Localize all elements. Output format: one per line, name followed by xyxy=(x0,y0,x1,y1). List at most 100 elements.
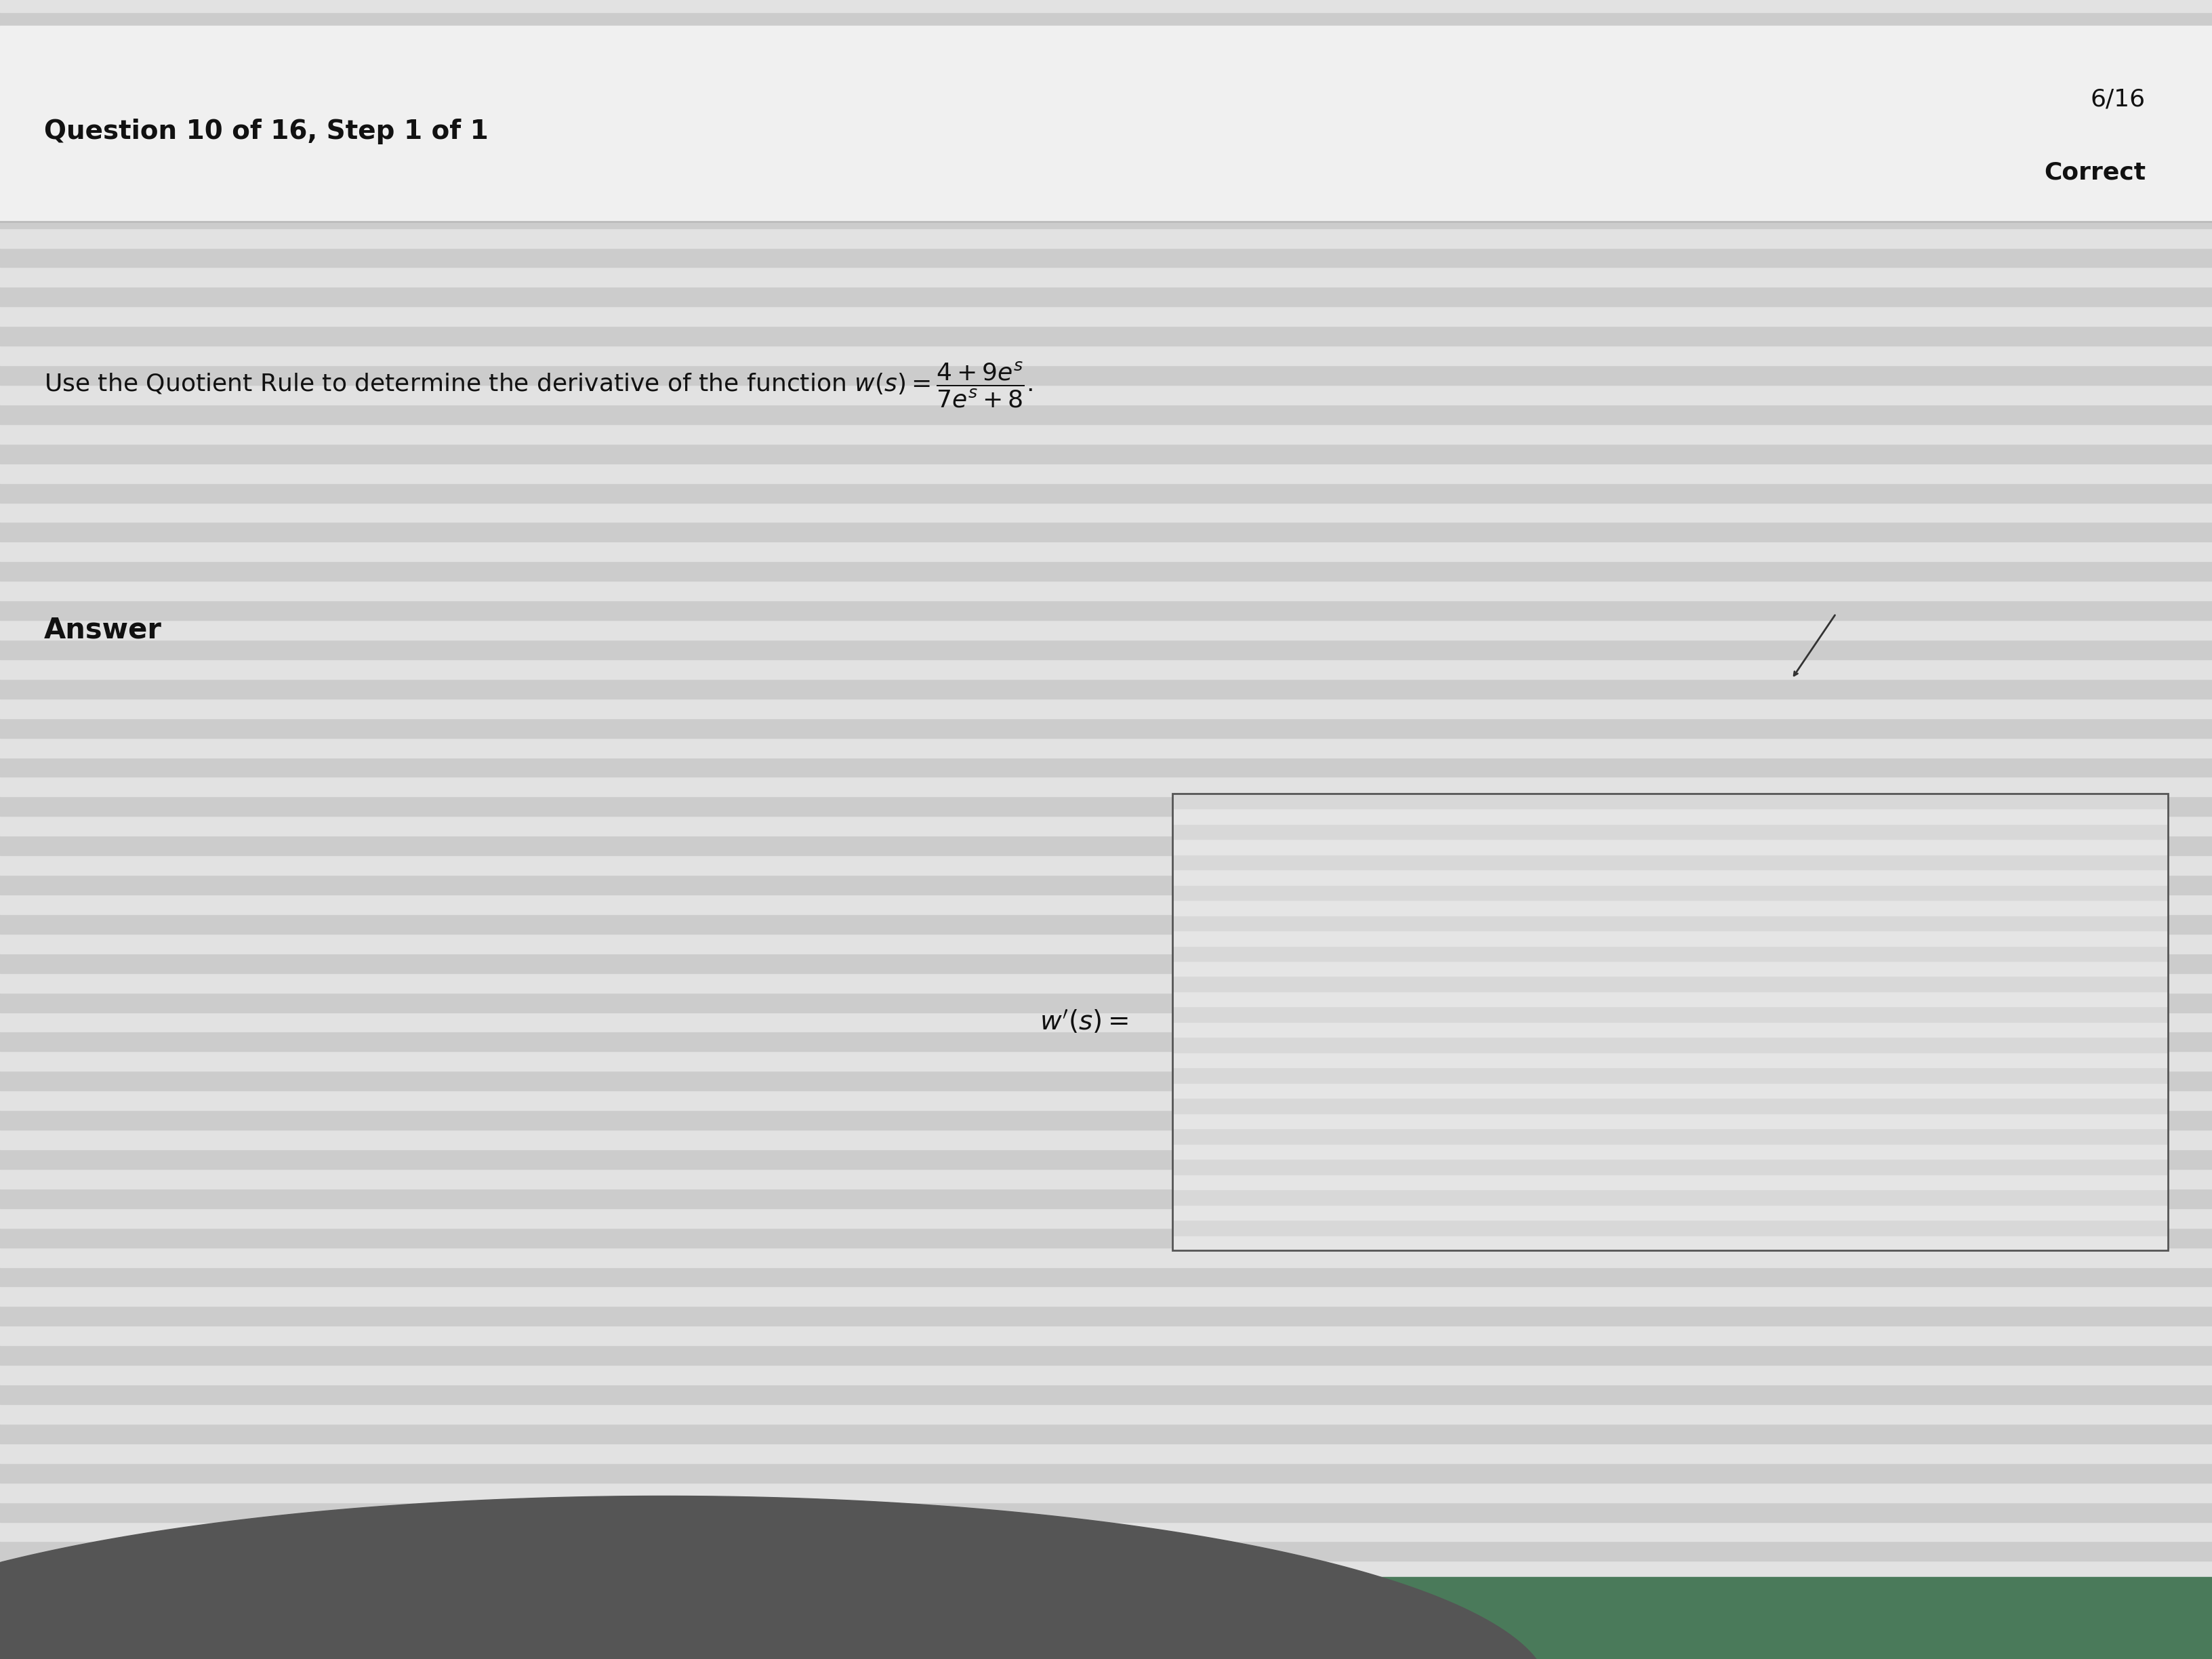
Bar xyxy=(0,1012,2212,1032)
Bar xyxy=(1172,1204,2168,1219)
Bar xyxy=(0,425,2212,443)
Bar xyxy=(0,287,2212,307)
Bar xyxy=(0,954,2212,972)
Bar xyxy=(0,1248,2212,1267)
Bar xyxy=(0,776,2212,796)
Bar xyxy=(0,542,2212,561)
Text: Answer: Answer xyxy=(44,615,161,644)
Bar xyxy=(0,1581,2212,1601)
Bar xyxy=(0,972,2212,992)
Bar xyxy=(0,503,2212,523)
Bar xyxy=(1172,1219,2168,1236)
Bar xyxy=(0,679,2212,698)
Bar xyxy=(0,620,2212,640)
Bar xyxy=(0,894,2212,914)
Bar xyxy=(1172,1052,2168,1068)
Bar xyxy=(1172,1098,2168,1113)
Bar xyxy=(0,443,2212,463)
Text: $w'(s) =$: $w'(s) =$ xyxy=(1040,1009,1128,1035)
Bar xyxy=(0,1639,2212,1659)
Bar xyxy=(1172,931,2168,946)
Bar xyxy=(0,659,2212,679)
Bar xyxy=(0,1541,2212,1561)
Bar xyxy=(0,307,2212,327)
Bar xyxy=(1172,1175,2168,1190)
Bar xyxy=(0,1052,2212,1072)
Bar xyxy=(1172,1113,2168,1128)
Bar xyxy=(0,836,2212,856)
Bar xyxy=(1172,916,2168,931)
Bar xyxy=(0,1463,2212,1483)
Bar xyxy=(0,1404,2212,1423)
Bar xyxy=(0,914,2212,934)
Bar xyxy=(0,1619,2212,1639)
Bar xyxy=(0,523,2212,542)
Bar xyxy=(1172,1145,2168,1160)
Bar xyxy=(0,227,2212,247)
Bar xyxy=(1172,1022,2168,1037)
Bar xyxy=(0,149,2212,169)
Bar xyxy=(1172,808,2168,825)
Bar xyxy=(1172,854,2168,869)
Bar xyxy=(1172,884,2168,899)
Bar xyxy=(0,718,2212,738)
Bar xyxy=(0,640,2212,659)
Bar xyxy=(0,1287,2212,1306)
Bar xyxy=(0,1150,2212,1170)
Text: Question 10 of 16, Step 1 of 1: Question 10 of 16, Step 1 of 1 xyxy=(44,119,489,144)
Bar xyxy=(0,345,2212,365)
Bar xyxy=(0,601,2212,620)
Bar xyxy=(0,934,2212,954)
Bar xyxy=(1172,793,2168,808)
Text: Use the Quotient Rule to determine the derivative of the function $w(s) = \dfrac: Use the Quotient Rule to determine the d… xyxy=(44,360,1033,410)
Bar xyxy=(1172,869,2168,884)
Bar xyxy=(0,1385,2212,1404)
Bar xyxy=(0,267,2212,287)
Bar xyxy=(0,1561,2212,1581)
Bar xyxy=(0,1306,2212,1326)
Bar xyxy=(0,1267,2212,1287)
Bar xyxy=(0,405,2212,425)
Bar xyxy=(0,189,2212,209)
Bar xyxy=(0,758,2212,776)
Bar xyxy=(0,483,2212,503)
Bar xyxy=(0,129,2212,149)
Bar xyxy=(0,1443,2212,1463)
Bar xyxy=(0,1228,2212,1248)
Bar xyxy=(1172,1236,2168,1251)
Bar xyxy=(1172,1128,2168,1145)
Text: 6/16: 6/16 xyxy=(2090,88,2146,111)
Bar xyxy=(0,1578,2212,1659)
Bar xyxy=(0,32,2212,51)
Bar xyxy=(0,209,2212,227)
Bar xyxy=(0,1208,2212,1228)
Bar xyxy=(1172,961,2168,975)
Bar xyxy=(0,385,2212,405)
Bar xyxy=(0,1090,2212,1110)
Bar xyxy=(0,111,2212,129)
Text: © 2020 Hawkes Learning: © 2020 Hawkes Learning xyxy=(44,1609,283,1627)
Bar xyxy=(0,1423,2212,1443)
Bar xyxy=(0,738,2212,758)
Bar xyxy=(0,51,2212,71)
Bar xyxy=(0,1110,2212,1130)
Bar xyxy=(0,1601,2212,1619)
Bar xyxy=(1172,975,2168,992)
Bar xyxy=(0,1130,2212,1150)
Bar xyxy=(0,856,2212,874)
Bar xyxy=(1172,1037,2168,1052)
Bar xyxy=(0,796,2212,816)
Bar xyxy=(0,1483,2212,1501)
Bar xyxy=(0,0,2212,13)
Bar xyxy=(1172,1190,2168,1204)
Bar xyxy=(1172,1160,2168,1175)
Bar xyxy=(1172,825,2168,839)
Bar xyxy=(0,1072,2212,1090)
Bar xyxy=(0,463,2212,483)
Bar xyxy=(0,1501,2212,1521)
Bar xyxy=(0,13,2212,32)
Bar xyxy=(0,169,2212,189)
Bar xyxy=(1172,839,2168,854)
Bar xyxy=(1172,1007,2168,1022)
Bar xyxy=(0,25,2212,222)
